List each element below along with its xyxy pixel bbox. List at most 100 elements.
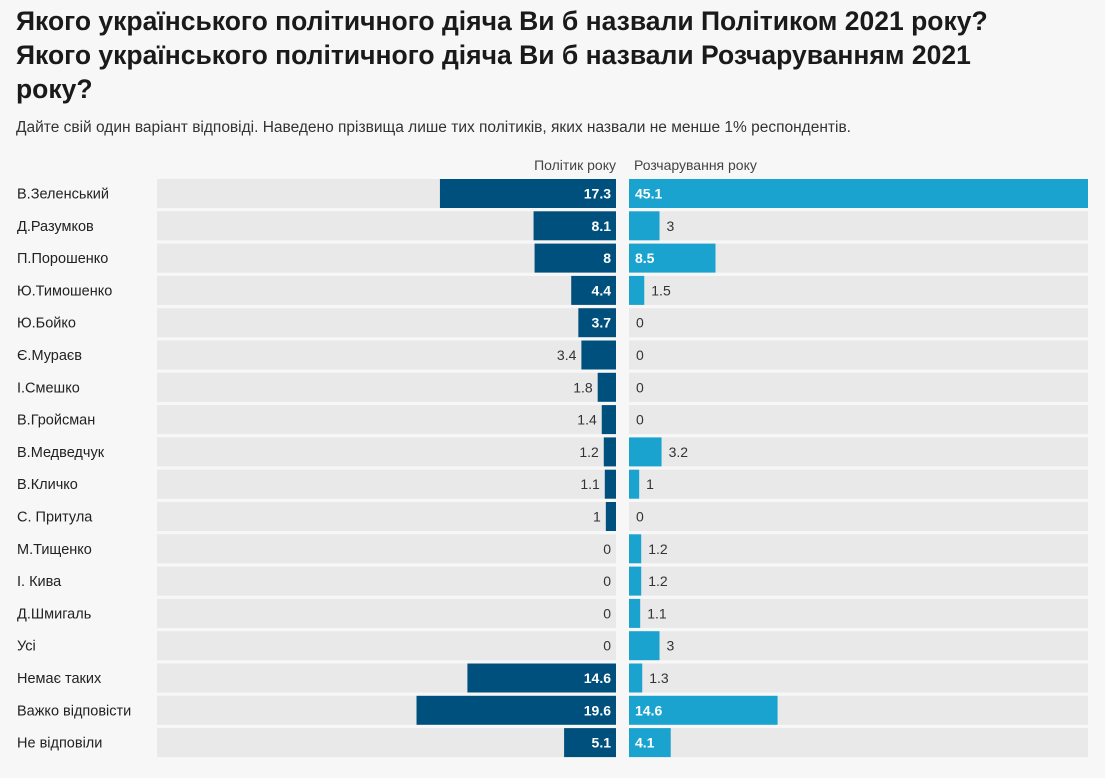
bar-politician	[578, 308, 616, 338]
column-header-politician: Політик року	[534, 157, 616, 173]
bar-disappointment	[629, 437, 662, 467]
bar-politician	[604, 469, 616, 499]
value-label-politician: 1	[593, 509, 601, 525]
title-line-2: Якого українського політичного діяча Ви …	[16, 40, 971, 70]
bar-track-disappointment	[629, 275, 1088, 305]
category-label: І.Смешко	[17, 380, 80, 396]
bar-track-disappointment	[629, 566, 1088, 596]
bar-track-politician	[157, 534, 616, 564]
category-label: В.Зеленський	[17, 187, 109, 203]
value-label-politician: 1.4	[577, 412, 597, 428]
value-label-politician: 3.7	[592, 315, 612, 331]
category-label: Ю.Бойко	[17, 316, 76, 332]
value-label-disappointment: 14.6	[635, 702, 662, 718]
bar-disappointment	[629, 211, 660, 241]
bar-politician	[439, 179, 616, 208]
value-label-politician: 0	[603, 605, 611, 621]
category-label: В.Медведчук	[17, 445, 105, 461]
bar-track-politician	[157, 502, 616, 531]
value-label-politician: 1.1	[580, 476, 600, 492]
bar-disappointment	[629, 566, 642, 596]
bar-track-politician	[157, 598, 616, 628]
value-label-politician: 8.1	[592, 218, 612, 234]
category-label: Не відповіли	[17, 736, 102, 752]
value-label-disappointment: 1.3	[649, 670, 669, 686]
value-label-disappointment: 3	[667, 218, 675, 234]
bar-disappointment	[629, 179, 1088, 208]
bar-track-politician	[157, 566, 616, 596]
bar-politician	[467, 663, 616, 693]
value-label-disappointment: 0	[636, 315, 644, 331]
category-label: Є.Мураєв	[17, 348, 82, 364]
value-label-disappointment: 0	[636, 379, 644, 395]
chart-title: Якого українського політичного діяча Ви …	[16, 4, 1096, 106]
bar-track-disappointment	[629, 340, 1088, 370]
bar-track-politician	[157, 437, 616, 467]
bar-track-disappointment	[629, 534, 1088, 564]
category-label: Немає таких	[17, 671, 102, 687]
bar-politician	[581, 340, 616, 370]
bar-track-politician	[157, 469, 616, 499]
bar-disappointment	[629, 469, 640, 499]
bar-disappointment	[629, 243, 716, 273]
bar-disappointment	[629, 631, 660, 661]
bar-track-politician	[157, 728, 616, 758]
value-label-disappointment: 1	[646, 476, 654, 492]
bar-politician	[564, 728, 616, 758]
value-label-disappointment: 0	[636, 412, 644, 428]
bar-track-politician	[157, 308, 616, 338]
bar-track-politician	[157, 631, 616, 661]
category-label: С. Притула	[17, 510, 93, 526]
bar-track-disappointment	[629, 372, 1088, 402]
category-label: П.Порошенко	[17, 251, 108, 267]
value-label-disappointment: 0	[636, 347, 644, 363]
bar-track-disappointment	[629, 728, 1088, 758]
value-label-disappointment: 1.1	[647, 605, 667, 621]
value-label-politician: 0	[603, 541, 611, 557]
bar-track-politician	[157, 340, 616, 370]
bar-politician	[416, 695, 616, 725]
bar-disappointment	[629, 598, 641, 628]
title-line-1: Якого українського політичного діяча Ви …	[16, 6, 988, 36]
bar-disappointment	[629, 275, 645, 305]
category-label: В.Кличко	[17, 477, 78, 493]
category-label: М.Тищенко	[17, 542, 92, 558]
value-label-disappointment: 0	[636, 509, 644, 525]
category-label: Ю.Тимошенко	[17, 283, 112, 299]
category-label: Важко відповісти	[17, 703, 131, 719]
value-label-disappointment: 8.5	[635, 250, 655, 266]
bar-track-politician	[157, 275, 616, 305]
bar-track-disappointment	[629, 308, 1088, 338]
bar-politician	[533, 211, 616, 241]
bar-track-disappointment	[629, 631, 1088, 661]
value-label-disappointment: 4.1	[635, 735, 655, 751]
bar-track-disappointment	[629, 469, 1088, 499]
bar-track-disappointment	[629, 663, 1088, 693]
column-header-disappointment: Розчарування року	[634, 157, 757, 173]
bar-track-politician	[157, 372, 616, 402]
bar-politician	[534, 243, 616, 273]
value-label-politician: 1.2	[579, 444, 599, 460]
bar-track-disappointment	[629, 598, 1088, 628]
value-label-disappointment: 45.1	[635, 186, 662, 202]
value-label-politician: 1.8	[573, 379, 593, 395]
bar-politician	[603, 437, 616, 467]
value-label-disappointment: 3.2	[669, 444, 689, 460]
value-label-politician: 0	[603, 573, 611, 589]
bar-track-disappointment	[629, 405, 1088, 435]
value-label-politician: 19.6	[584, 702, 611, 718]
value-label-disappointment: 1.2	[648, 573, 668, 589]
category-label: Усі	[17, 639, 36, 655]
value-label-disappointment: 3	[667, 638, 675, 654]
value-label-politician: 4.4	[592, 282, 612, 298]
bar-politician	[601, 405, 616, 435]
title-line-3: року?	[16, 74, 93, 104]
bar-disappointment	[629, 695, 778, 725]
bar-track-disappointment	[629, 437, 1088, 467]
bar-track-disappointment	[629, 502, 1088, 531]
category-label: В.Гройсман	[17, 413, 95, 429]
category-label: Д.Шмигаль	[17, 606, 91, 622]
bar-track-disappointment	[629, 211, 1088, 241]
category-label: І. Кива	[17, 574, 62, 590]
